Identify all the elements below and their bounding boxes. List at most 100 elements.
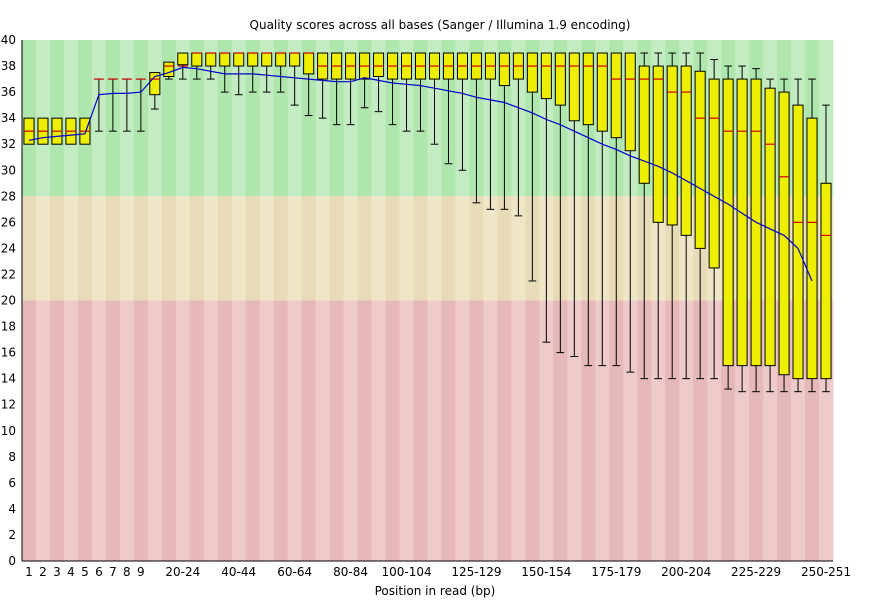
iqr-box bbox=[680, 65, 692, 236]
quality-band-stripe bbox=[413, 196, 428, 301]
quality-band-stripe bbox=[245, 300, 261, 561]
quality-band-stripe bbox=[22, 196, 37, 301]
quality-band-stripe bbox=[301, 300, 317, 561]
quality-band-stripe bbox=[217, 196, 233, 301]
iqr-box bbox=[820, 182, 832, 380]
iqr-box bbox=[792, 104, 804, 380]
iqr-box bbox=[163, 61, 175, 77]
y-tick-label: 38 bbox=[1, 59, 16, 73]
x-tick-label: 2 bbox=[39, 565, 47, 579]
iqr-box bbox=[568, 52, 580, 122]
x-tick-label: 60-64 bbox=[277, 565, 312, 579]
quality-band-stripe bbox=[259, 300, 275, 561]
quality-band-stripe bbox=[77, 196, 93, 301]
quality-band-stripe bbox=[133, 300, 149, 561]
x-tick-label: 4 bbox=[67, 565, 75, 579]
iqr-box bbox=[373, 52, 385, 77]
iqr-box bbox=[806, 117, 818, 380]
iqr-box bbox=[624, 52, 636, 152]
iqr-box bbox=[610, 52, 622, 139]
quality-band-stripe bbox=[497, 196, 512, 301]
quality-band-stripe bbox=[231, 40, 247, 197]
x-tick-label: 125-129 bbox=[451, 565, 501, 579]
y-tick-label: 14 bbox=[1, 372, 16, 386]
iqr-box bbox=[498, 52, 510, 87]
quality-band-stripe bbox=[175, 300, 191, 561]
iqr-box bbox=[177, 52, 189, 66]
quality-band-stripe bbox=[693, 300, 708, 561]
quality-band-stripe bbox=[259, 40, 275, 197]
iqr-box bbox=[708, 78, 720, 269]
iqr-box bbox=[694, 70, 706, 249]
iqr-box bbox=[582, 52, 594, 126]
quality-band-stripe bbox=[343, 300, 359, 561]
quality-band-stripe bbox=[483, 196, 498, 301]
quality-band-stripe bbox=[469, 300, 484, 561]
quality-band-stripe bbox=[385, 196, 401, 301]
y-tick-label: 30 bbox=[1, 163, 16, 177]
x-tick-label: 250-251 bbox=[801, 565, 851, 579]
quality-band-stripe bbox=[455, 196, 470, 301]
quality-band-stripe bbox=[315, 300, 331, 561]
iqr-box bbox=[596, 52, 608, 132]
quality-band-stripe bbox=[371, 196, 387, 301]
quality-band-stripe bbox=[49, 300, 65, 561]
quality-band-stripe bbox=[497, 300, 512, 561]
quality-band-stripe bbox=[105, 196, 121, 301]
iqr-box bbox=[736, 78, 748, 367]
quality-band-stripe bbox=[273, 40, 289, 197]
x-tick-label: 200-204 bbox=[661, 565, 711, 579]
y-tick-label: 6 bbox=[8, 476, 16, 490]
quality-bands bbox=[22, 40, 834, 561]
quality-band-stripe bbox=[63, 300, 79, 561]
quality-band-stripe bbox=[441, 300, 456, 561]
quality-band-stripe bbox=[119, 196, 135, 301]
box-series bbox=[23, 52, 832, 393]
x-tick-label: 6 bbox=[95, 565, 103, 579]
y-tick-label: 26 bbox=[1, 215, 16, 229]
y-tick-label: 34 bbox=[1, 111, 16, 125]
quality-band-stripe bbox=[441, 196, 456, 301]
y-tick-label: 2 bbox=[8, 528, 16, 542]
quality-band-stripe bbox=[175, 196, 191, 301]
x-tick-label: 3 bbox=[53, 565, 61, 579]
quality-band-stripe bbox=[217, 40, 233, 197]
quality-band-stripe bbox=[371, 40, 387, 197]
y-tick-label: 20 bbox=[1, 294, 16, 308]
iqr-box bbox=[540, 52, 552, 100]
quality-band-stripe bbox=[539, 300, 554, 561]
quality-band-stripe bbox=[413, 300, 428, 561]
quality-band-stripe bbox=[525, 300, 540, 561]
iqr-box bbox=[652, 65, 664, 223]
quality-band-stripe bbox=[679, 300, 694, 561]
quality-band-stripe bbox=[231, 300, 247, 561]
quality-band-stripe bbox=[189, 196, 205, 301]
y-tick-label: 40 bbox=[1, 33, 16, 47]
iqr-box bbox=[289, 52, 301, 67]
quality-band-stripe bbox=[399, 300, 415, 561]
iqr-box bbox=[554, 52, 566, 106]
quality-band-stripe bbox=[287, 40, 303, 197]
quality-band-stripe bbox=[105, 300, 121, 561]
y-tick-label: 8 bbox=[8, 450, 16, 464]
quality-band-stripe bbox=[35, 300, 51, 561]
y-tick-label: 24 bbox=[1, 241, 16, 255]
x-tick-label: 40-44 bbox=[221, 565, 256, 579]
quality-band-stripe bbox=[427, 300, 442, 561]
quality-band-stripe bbox=[637, 300, 652, 561]
y-tick-label: 18 bbox=[1, 320, 16, 334]
x-tick-label: 20-24 bbox=[165, 565, 200, 579]
quality-band-stripe bbox=[147, 196, 163, 301]
quality-band-stripe bbox=[651, 300, 666, 561]
quality-band-stripe bbox=[511, 196, 526, 301]
quality-band-stripe bbox=[147, 300, 163, 561]
quality-band-stripe bbox=[259, 196, 275, 301]
y-tick-label: 12 bbox=[1, 398, 16, 412]
quality-band-stripe bbox=[77, 300, 93, 561]
quality-band-stripe bbox=[203, 196, 219, 301]
quality-band-stripe bbox=[119, 300, 135, 561]
x-axis-label: Position in read (bp) bbox=[375, 584, 496, 598]
quality-band-stripe bbox=[231, 196, 247, 301]
mean-series bbox=[28, 66, 813, 282]
